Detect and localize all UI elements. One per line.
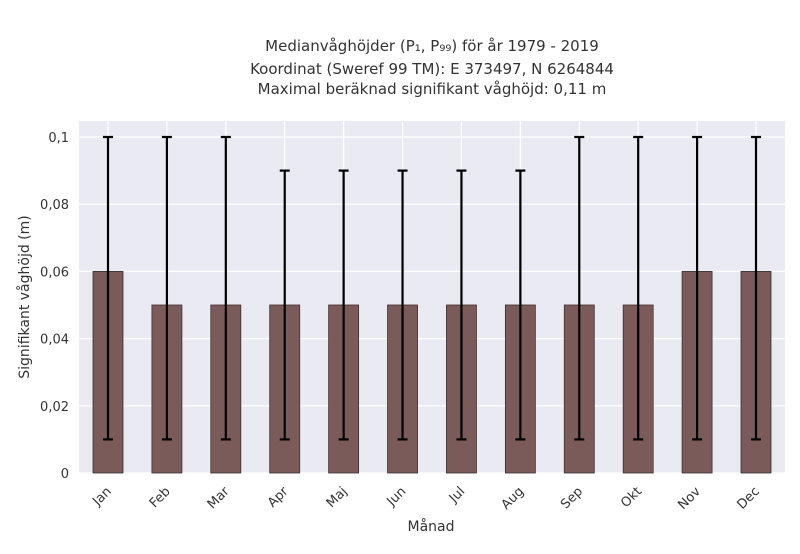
x-tick-label: Nov [675,484,704,513]
error-bar-nov [692,135,703,441]
x-axis-label: Månad [408,518,455,535]
x-tick-label: Jul [446,484,468,506]
y-axis-label: Signifikant våghöjd (m) [16,215,33,378]
error-bar-sep [574,135,585,441]
x-tick-label: Feb [147,484,174,511]
chart-title-line-3: Maximal beräknad signifikant våghöjd: 0,… [258,80,607,98]
error-bar-jan [103,135,113,441]
x-tick-label: Mar [205,484,233,512]
error-bar-jun [397,169,408,441]
error-bars [103,135,761,441]
x-tick-label: Jan [89,484,114,509]
x-tick-label: Apr [265,484,292,511]
error-bar-jul [456,169,467,441]
x-tick-label: Jun [384,484,410,510]
y-tick-label: 0,06 [40,265,69,280]
error-bar-aug [515,169,526,441]
x-tick-label: Sep [558,484,586,512]
y-tick-label: 0,1 [48,131,69,146]
error-bar-feb [161,135,172,441]
error-bar-okt [633,135,644,441]
error-bar-apr [279,169,290,441]
x-tick-label: Aug [499,484,528,513]
chart-title-line-1: Medianvåghöjder (P₁, P₉₉) för år 1979 - … [265,37,599,55]
x-tick-label: Dec [734,484,762,512]
error-bar-dec [751,135,761,441]
error-bar-maj [338,169,349,441]
x-tick-label: Maj [324,484,351,511]
y-tick-label: 0,08 [40,198,69,213]
x-axis-ticks: Jan Feb Mar Apr Maj Jun Jul Aug Sep Okt Nov Dec [89,484,762,513]
x-tick-label: Okt [618,484,645,511]
error-bar-mar [220,135,231,441]
y-tick-label: 0 [61,467,69,482]
plot-area [79,121,785,473]
y-axis-ticks: 0 0,02 0,04 0,06 0,08 0,1 [40,131,69,482]
y-tick-label: 0,02 [40,400,69,415]
chart-title-line-2: Koordinat (Sweref 99 TM): E 373497, N 62… [250,60,614,78]
y-tick-label: 0,04 [40,333,69,348]
